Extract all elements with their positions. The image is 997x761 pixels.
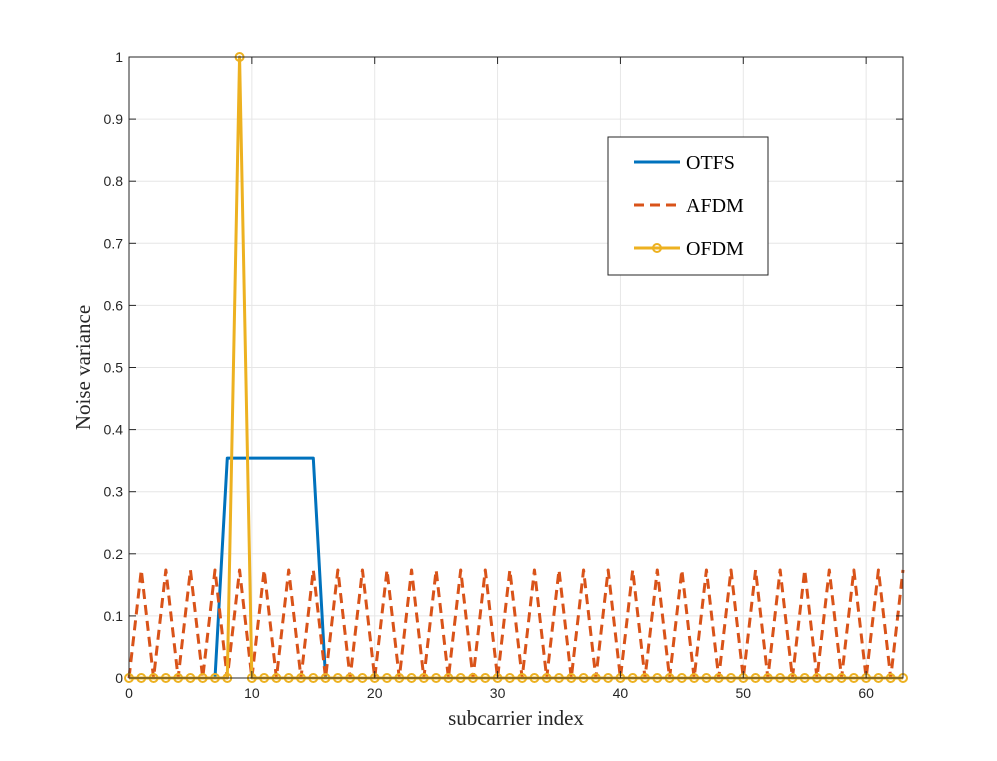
x-tick-label: 20: [367, 685, 383, 701]
x-axis-ticks: 0 10 20 30 40 50 60: [125, 57, 874, 701]
legend-label-otfs: OTFS: [686, 152, 735, 174]
y-tick-label: 0.8: [104, 173, 124, 189]
legend-label-ofdm: OFDM: [686, 238, 744, 260]
y-axis-title: Noise variance: [71, 305, 95, 430]
x-tick-label: 60: [858, 685, 874, 701]
y-tick-label: 0.4: [104, 422, 124, 438]
x-tick-label: 40: [613, 685, 629, 701]
legend-marker-ofdm: [652, 243, 662, 253]
y-tick-label: 0.2: [104, 546, 124, 562]
x-tick-label: 30: [490, 685, 506, 701]
legend: OTFS AFDM OFDM: [607, 136, 769, 276]
series-line-otfs: [129, 456, 903, 680]
x-tick-label: 0: [125, 685, 133, 701]
y-tick-label: 0.3: [104, 484, 124, 500]
y-tick-label: 0.5: [104, 360, 124, 376]
x-tick-label: 50: [735, 685, 751, 701]
y-tick-label: 0.1: [104, 608, 124, 624]
y-tick-label: 0.7: [104, 235, 124, 251]
series-afdm: [127, 568, 905, 680]
legend-item-otfs: OTFS: [634, 152, 735, 174]
series-line-afdm: [127, 568, 905, 680]
y-tick-label: 0.6: [104, 297, 124, 313]
y-tick-label: 0: [115, 670, 123, 686]
y-axis-ticks: 0 0.1 0.2 0.3 0.4 0.5 0.6 0.7 0.8 0.9 1: [104, 49, 903, 686]
y-tick-label: 0.9: [104, 111, 124, 127]
legend-item-afdm: AFDM: [634, 195, 744, 217]
legend-items: OTFS AFDM OFDM: [634, 152, 744, 260]
x-axis-title: subcarrier index: [448, 706, 584, 730]
legend-item-ofdm: OFDM: [634, 238, 744, 260]
series-otfs: [129, 456, 903, 680]
x-tick-label: 10: [244, 685, 260, 701]
y-tick-label: 1: [115, 49, 123, 65]
legend-label-afdm: AFDM: [686, 195, 744, 217]
